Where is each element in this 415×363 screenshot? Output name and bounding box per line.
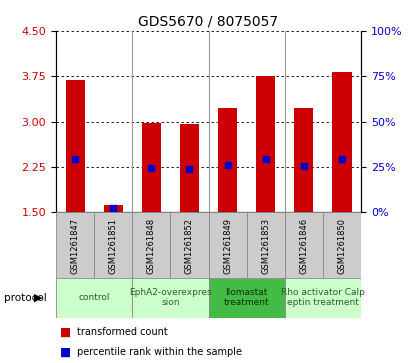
Bar bbox=[56, 278, 132, 318]
Bar bbox=[285, 212, 323, 278]
Text: EphA2-overexpres
sion: EphA2-overexpres sion bbox=[129, 288, 212, 307]
Bar bbox=[218, 108, 237, 212]
Text: control: control bbox=[78, 293, 110, 302]
Bar bbox=[142, 123, 161, 212]
Text: GSM1261851: GSM1261851 bbox=[109, 217, 118, 274]
Bar bbox=[180, 124, 199, 212]
Text: ▶: ▶ bbox=[34, 293, 42, 303]
Text: ■: ■ bbox=[60, 346, 71, 359]
Text: GSM1261850: GSM1261850 bbox=[337, 217, 347, 274]
Bar bbox=[247, 212, 285, 278]
Text: ■: ■ bbox=[60, 326, 71, 339]
Bar bbox=[285, 278, 361, 318]
Text: Rho activator Calp
eptin treatment: Rho activator Calp eptin treatment bbox=[281, 288, 365, 307]
Bar bbox=[66, 81, 85, 212]
Bar bbox=[104, 205, 123, 212]
Bar bbox=[94, 212, 132, 278]
Bar bbox=[256, 76, 275, 212]
Bar bbox=[171, 212, 209, 278]
Text: GSM1261847: GSM1261847 bbox=[71, 217, 80, 274]
Title: GDS5670 / 8075057: GDS5670 / 8075057 bbox=[139, 14, 278, 28]
Bar bbox=[294, 108, 313, 212]
Text: GSM1261848: GSM1261848 bbox=[147, 217, 156, 274]
Bar bbox=[209, 212, 247, 278]
Text: GSM1261846: GSM1261846 bbox=[299, 217, 308, 274]
Text: transformed count: transformed count bbox=[77, 327, 168, 337]
Text: GSM1261852: GSM1261852 bbox=[185, 217, 194, 274]
Bar bbox=[132, 212, 171, 278]
Text: Ilomastat
treatment: Ilomastat treatment bbox=[224, 288, 269, 307]
Text: protocol: protocol bbox=[4, 293, 47, 303]
Bar bbox=[332, 72, 352, 212]
Text: GSM1261849: GSM1261849 bbox=[223, 217, 232, 274]
Bar bbox=[209, 278, 285, 318]
Text: GSM1261853: GSM1261853 bbox=[261, 217, 270, 274]
Text: percentile rank within the sample: percentile rank within the sample bbox=[77, 347, 242, 357]
Bar bbox=[56, 212, 94, 278]
Bar bbox=[132, 278, 209, 318]
Bar bbox=[323, 212, 361, 278]
